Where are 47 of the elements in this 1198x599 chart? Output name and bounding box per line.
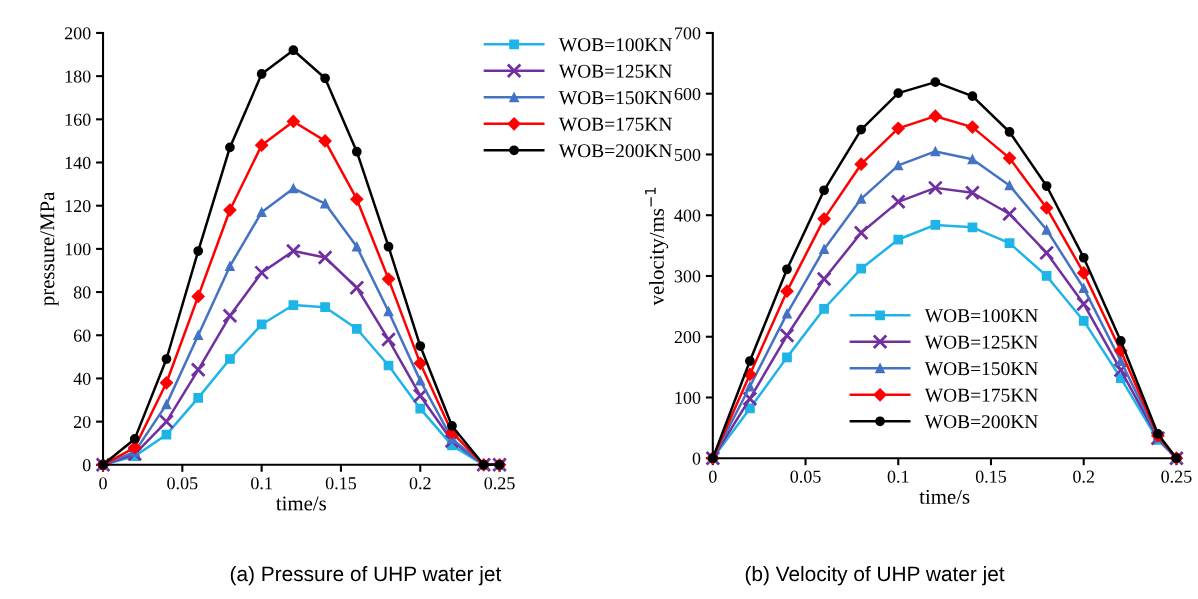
x-tick-label: 0.1 [251,477,272,490]
x-tick-label: 0.1 [887,470,909,483]
legend-label: WOB=150KN [924,362,1038,376]
y-tick-label: 0 [692,452,701,465]
y-tick-label: 700 [675,27,701,40]
x-axis-title: time/s [276,496,326,511]
y-axis-title: velocity/ms$^{−1}$ [645,187,669,306]
y-tick-label: 80 [73,286,91,299]
legend-label: WOB=200KN [558,144,672,158]
text: (a) Pressure of UHP water jet [230,565,502,586]
y-tick-label: 180 [65,70,91,83]
y-tick-label: 500 [674,148,701,161]
y-tick-label: 20 [73,415,91,429]
y-tick-label: 0 [82,459,91,472]
x-tick-label: 0.05 [167,477,198,490]
legend-label: WOB=175KN [924,388,1038,402]
y-tick-label: 300 [674,270,701,283]
legend-label: WOB=175KN [558,117,672,131]
y-tick-label: 400 [674,209,701,222]
y-tick-label: 200 [64,27,91,40]
legend-label: WOB=100KN [558,38,672,52]
legend-label: WOB=200KN [924,415,1038,429]
y-tick-label: 100 [65,243,91,256]
y-tick-label: 40 [73,372,91,385]
legend-label: WOB=100KN [924,309,1038,323]
x-tick-label: 0.15 [975,470,1007,483]
y-tick-label: 160 [65,113,91,126]
y-tick-label: 600 [674,87,701,101]
x-tick-label: 0.2 [409,477,431,490]
legend-label: WOB=125KN [558,64,672,78]
x-tick-label: 0 [99,477,107,490]
text: (b) Velocity of UHP water jet [745,565,1005,586]
y-axis-title: pressure/MPa [40,191,59,306]
y-tick-label: 140 [65,156,91,169]
x-tick-label: 0.15 [325,477,357,490]
legend-label: WOB=125KN [924,335,1038,349]
x-tick-label: 0.05 [790,470,821,483]
y-tick-label: 120 [65,199,91,213]
y-tick-label: 60 [73,329,91,342]
x-tick-label: 0.25 [1161,470,1192,483]
y-tick-label: 100 [675,391,701,404]
legend-label: WOB=150KN [558,91,672,105]
y-tick-label: 200 [674,330,701,344]
x-tick-label: 0 [708,470,717,483]
x-tick-label: 0.25 [484,477,515,490]
x-axis-title: time/s [919,489,970,504]
x-tick-label: 0.2 [1073,470,1094,483]
